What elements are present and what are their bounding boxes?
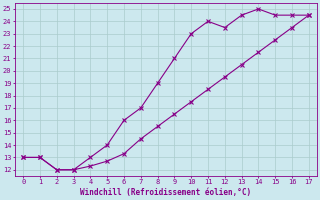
X-axis label: Windchill (Refroidissement éolien,°C): Windchill (Refroidissement éolien,°C) xyxy=(80,188,252,197)
